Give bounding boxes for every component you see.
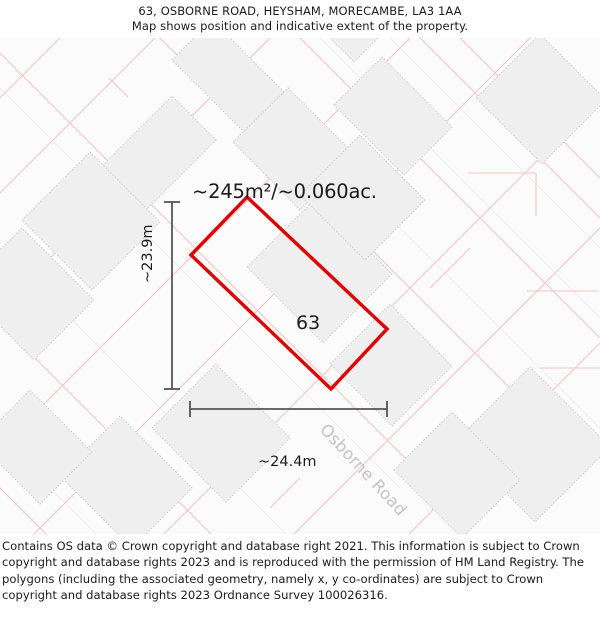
building-footprints xyxy=(0,38,600,534)
copyright-text: Contains OS data © Crown copyright and d… xyxy=(2,539,584,602)
copyright-footer: Contains OS data © Crown copyright and d… xyxy=(0,534,600,603)
map-vector-layer xyxy=(0,38,600,534)
dimension-lines xyxy=(164,201,388,417)
plot-number-label: 63 xyxy=(296,312,321,334)
page-header: 63, OSBORNE ROAD, HEYSHAM, MORECAMBE, LA… xyxy=(0,0,600,38)
parcel-subdivision-lines xyxy=(108,77,600,509)
page-title: 63, OSBORNE ROAD, HEYSHAM, MORECAMBE, LA… xyxy=(138,4,462,18)
subject-property-outline[interactable] xyxy=(188,194,390,392)
vertical-dimension-label: ~23.9m xyxy=(140,224,156,283)
area-label: ~245m²/~0.060ac. xyxy=(192,180,377,203)
property-map[interactable]: ~245m²/~0.060ac. 63 ~23.9m ~24.4m Osborn… xyxy=(0,38,600,534)
horizontal-dimension-label: ~24.4m xyxy=(258,454,317,470)
page-subtitle: Map shows position and indicative extent… xyxy=(131,19,469,33)
